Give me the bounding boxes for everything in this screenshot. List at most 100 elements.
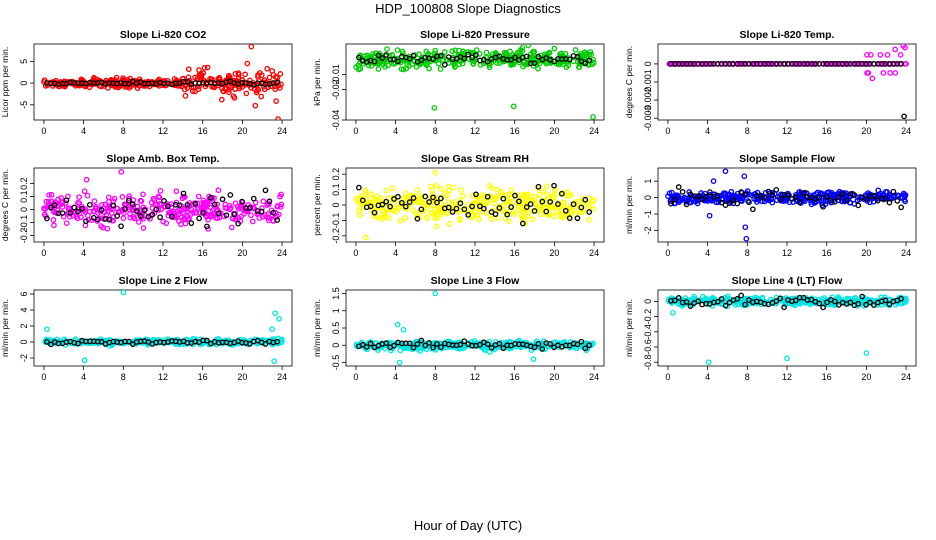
hourly-point [266,198,273,205]
data-point [540,341,547,347]
hourly-point [574,53,581,60]
hourly-point [94,216,101,223]
data-point [522,220,529,227]
x-tick-label: 24 [277,248,287,258]
figure-title: HDP_100808 Slope Diagnostics [375,1,561,16]
outlier-point [877,52,884,58]
data-point [273,98,280,104]
hourly-point [356,54,362,61]
hourly-point [777,295,784,302]
hourly-point [204,337,210,344]
x-tick-label: 0 [353,372,358,382]
y-tick-label: 0 [643,299,653,304]
hourly-point [531,208,538,214]
panel-7: Slope Line 2 Flow ml/min per min. 0 4 8 12 16 2… [0,275,293,382]
outlier-point [400,326,407,333]
data-point [450,184,456,191]
hourly-point [207,194,214,201]
outlier-point [510,103,517,110]
hourly-point [539,198,546,205]
hourly-point [469,203,475,210]
hourly-point [449,209,456,215]
hourly-point [492,211,499,218]
hourly-point [262,341,269,347]
data-point [491,200,497,207]
data-point [902,198,909,205]
data-point [382,345,388,352]
y-tick-label: -0.4 [643,324,653,340]
y-tick-label: -0.2 [643,309,653,325]
data-point [195,193,202,200]
outlier-point [902,44,908,51]
y-axis-label: Licor ppm per min. [0,47,10,117]
panel-8: Slope Line 3 Flow ml/min per min. 0 4 8 12 16 2… [312,275,605,382]
hourly-point [851,192,858,198]
outlier-point [244,60,251,67]
hourly-point [247,205,253,211]
outlier-point [271,358,277,365]
hourly-point [742,301,748,308]
y-tick-label: -0.001 [643,69,653,95]
y-tick-label: -0.5 [331,355,341,371]
hourly-point [687,303,694,310]
data-point [249,218,256,225]
data-point [427,183,434,190]
data-point [201,204,208,211]
hourly-point [781,304,787,311]
hourly-point [734,200,741,207]
x-tick-label: 20 [549,126,559,136]
hourly-point [761,194,768,201]
data-point [543,183,550,190]
x-tick-label: 0 [41,372,46,382]
hourly-point [379,55,386,61]
hourly-point [714,298,721,305]
y-tick-label: -0.01 [331,64,341,85]
data-point [402,190,409,197]
outlier-point [258,93,265,100]
data-point [889,195,895,202]
hourly-point [51,202,58,208]
data-point [277,193,283,200]
panel-title: Slope Li-820 Pressure [420,29,530,41]
data-point [495,215,501,222]
data-point [568,192,574,198]
hourly-point [430,344,436,351]
hourly-point [488,344,495,351]
data-point [671,194,678,201]
data-point [275,211,282,218]
data-point [233,216,239,222]
x-tick-label: 16 [510,372,520,382]
data-point [525,44,532,49]
hourly-point [855,202,862,209]
hourly-point [547,199,554,205]
hourly-point [211,201,218,208]
hourly-point [188,220,195,227]
outlier-point [252,102,259,109]
x-tick-label: 8 [433,248,438,258]
data-point [560,200,567,207]
data-point [506,192,513,199]
hourly-point [578,338,585,345]
hourly-point [882,195,889,202]
data-point [521,210,528,216]
x-tick-label: 16 [198,248,208,258]
hourly-point [886,301,893,308]
y-tick-label: -0.8 [643,354,653,370]
y-tick-label: 0.1 [331,183,341,196]
y-axis-label: ml/min per min. [624,299,634,357]
x-tick-label: 0 [41,126,46,136]
data-point [428,194,434,201]
hourly-point [126,338,132,345]
hourly-point [118,223,124,230]
data-point [830,192,836,198]
data-point [196,67,202,73]
x-tick-label: 8 [745,126,750,136]
hourly-point [418,337,425,344]
hourly-point [215,210,222,217]
y-tick-label: -0.04 [331,110,341,131]
data-point [722,190,729,197]
outlier-point [432,169,439,176]
hourly-point [820,203,826,210]
data-point [235,70,242,76]
data-point [537,191,543,198]
